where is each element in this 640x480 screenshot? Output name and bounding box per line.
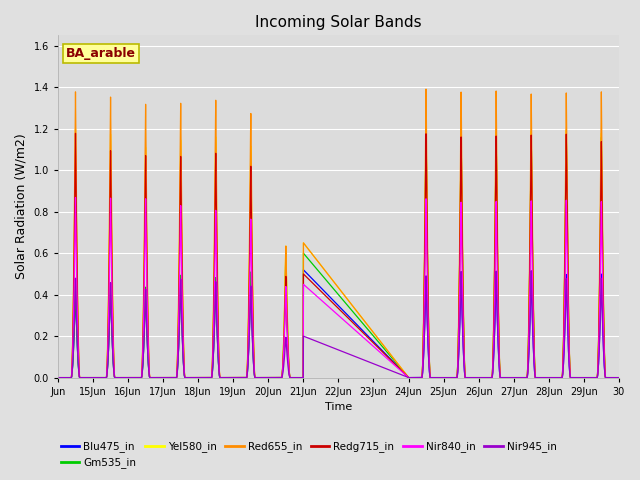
Legend: Blu475_in, Gm535_in, Yel580_in, Red655_in, Redg715_in, Nir840_in, Nir945_in: Blu475_in, Gm535_in, Yel580_in, Red655_i… (56, 437, 561, 472)
Y-axis label: Solar Radiation (W/m2): Solar Radiation (W/m2) (15, 133, 28, 279)
X-axis label: Time: Time (324, 402, 352, 412)
Title: Incoming Solar Bands: Incoming Solar Bands (255, 15, 422, 30)
Text: BA_arable: BA_arable (67, 48, 136, 60)
